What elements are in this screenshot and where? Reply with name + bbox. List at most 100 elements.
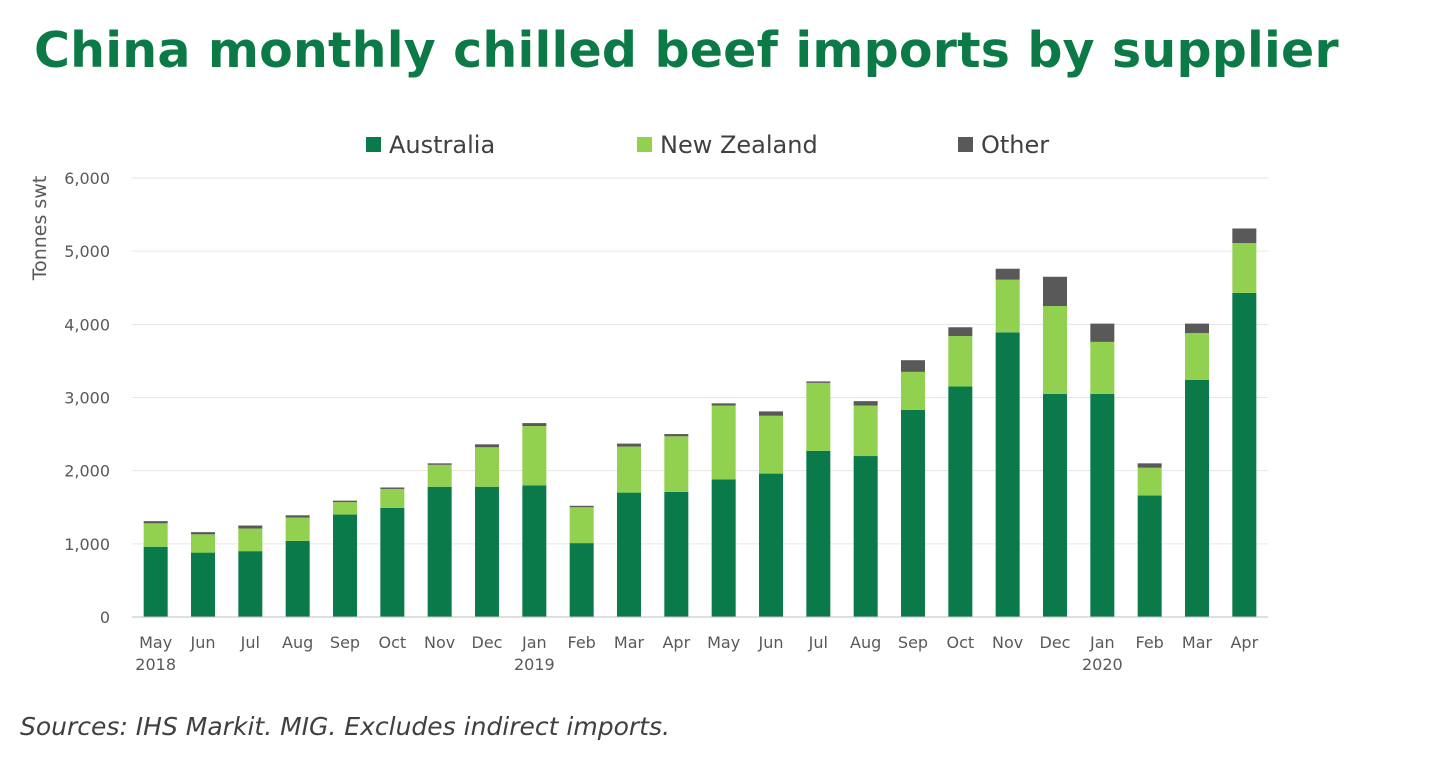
bar-australia <box>664 491 689 617</box>
x-tick-label: Feb <box>568 633 596 652</box>
y-axis-label: Tonnes swt <box>29 176 51 282</box>
legend-label-other: Other <box>981 131 1049 159</box>
x-tick-label: Jan <box>521 633 547 652</box>
x-tick-label: Mar <box>614 633 645 652</box>
bar-australia <box>1232 292 1257 617</box>
x-tick-label: Feb <box>1136 633 1164 652</box>
bar-new-zealand <box>238 528 263 552</box>
bar-new-zealand <box>285 517 310 541</box>
bar-new-zealand <box>1185 333 1209 380</box>
gridlines <box>132 177 1268 545</box>
x-axis-ticks: May Jun Jul Aug Sep Oct Nov Dec Jan Feb Mar Apr May J… <box>135 633 1258 674</box>
y-axis-ticks: 0 1,000 2,000 3,000 4,000 5,000 6,000 <box>64 169 110 627</box>
bar-australia <box>143 546 168 617</box>
bar-other <box>806 381 831 383</box>
bar-other <box>711 403 736 406</box>
x-tick-label: Jul <box>240 633 260 652</box>
bar-other <box>143 521 168 524</box>
bar-australia <box>191 552 215 617</box>
bar-other <box>1137 463 1162 468</box>
bar-new-zealand <box>143 523 168 547</box>
bar-australia <box>333 514 357 617</box>
x-tick-label: Oct <box>946 633 974 652</box>
y-tick-label: 4,000 <box>64 315 110 334</box>
bar-other <box>759 411 783 416</box>
bar-australia <box>617 492 641 617</box>
bar-australia <box>853 456 878 617</box>
bar-australia <box>901 409 925 617</box>
y-tick-label: 5,000 <box>64 242 110 261</box>
bar-other <box>333 500 357 503</box>
x-tick-label: Oct <box>378 633 406 652</box>
bar-other <box>617 443 641 447</box>
bar-other <box>191 532 215 535</box>
bar-new-zealand <box>948 336 973 387</box>
bar-new-zealand <box>475 447 499 487</box>
x-tick-label: Jun <box>190 633 216 652</box>
bar-other <box>948 327 973 337</box>
bar-australia <box>759 473 783 617</box>
bar-other <box>1043 276 1067 307</box>
x-tick-label: Sep <box>330 633 360 652</box>
bar-other <box>569 505 594 508</box>
bar-new-zealand <box>1090 341 1115 394</box>
bar-new-zealand <box>901 371 925 410</box>
bar-new-zealand <box>664 436 689 492</box>
x-tick-label: Jan <box>1089 633 1115 652</box>
bar-australia <box>380 507 405 617</box>
bar-other <box>285 515 310 518</box>
x-tick-label: Nov <box>992 633 1023 652</box>
x-tick-label: Aug <box>850 633 881 652</box>
bar-australia <box>806 450 831 617</box>
bar-australia <box>427 486 452 617</box>
x-tick-label: Nov <box>424 633 455 652</box>
bar-australia <box>995 332 1020 617</box>
bar-other <box>1185 323 1209 334</box>
x-tick-label: Dec <box>472 633 503 652</box>
bar-other <box>995 268 1020 280</box>
bar-other <box>380 487 405 489</box>
x-tick-label: Sep <box>898 633 928 652</box>
bar-new-zealand <box>333 502 357 515</box>
x-tick-label: Apr <box>662 633 690 652</box>
legend-swatch-australia <box>366 137 381 152</box>
bar-new-zealand <box>1137 467 1162 496</box>
bar-other <box>522 423 547 427</box>
bar-other <box>427 463 452 465</box>
bars <box>143 228 1257 617</box>
bar-new-zealand <box>569 507 594 544</box>
bar-new-zealand <box>995 279 1020 333</box>
bar-australia <box>238 551 263 617</box>
bar-new-zealand <box>522 426 547 486</box>
x-tick-label: Jun <box>758 633 784 652</box>
chart-title: China monthly chilled beef imports by su… <box>34 22 1339 79</box>
x-tick-label: May <box>139 633 172 652</box>
y-tick-label: 2,000 <box>64 462 110 481</box>
x-tick-label: Jul <box>808 633 828 652</box>
bar-other <box>1090 323 1115 342</box>
bar-australia <box>569 543 594 617</box>
stacked-bar-chart: 0 1,000 2,000 3,000 4,000 5,000 6,000 Tonnes s… <box>29 131 1268 674</box>
bar-australia <box>1137 495 1162 617</box>
bar-other <box>664 434 689 437</box>
bar-australia <box>1185 379 1209 617</box>
bar-australia <box>285 540 310 617</box>
source-note: Sources: IHS Markit. MIG. Excludes indir… <box>20 712 670 741</box>
bar-australia <box>522 485 547 617</box>
x-tick-label: Mar <box>1182 633 1213 652</box>
legend: Australia New Zealand Other <box>366 131 1049 159</box>
legend-label-australia: Australia <box>389 131 495 159</box>
y-tick-label: 6,000 <box>64 169 110 188</box>
bar-new-zealand <box>380 488 405 508</box>
bar-other <box>1232 228 1257 244</box>
y-tick-label: 1,000 <box>64 535 110 554</box>
bar-new-zealand <box>1232 243 1257 293</box>
bar-new-zealand <box>806 382 831 451</box>
y-tick-label: 3,000 <box>64 389 110 408</box>
bar-new-zealand <box>711 405 736 480</box>
x-tick-label: Aug <box>282 633 313 652</box>
bar-new-zealand <box>853 405 878 457</box>
bar-other <box>475 444 499 448</box>
x-year-label: 2020 <box>1082 655 1123 674</box>
y-tick-label: 0 <box>100 608 110 627</box>
